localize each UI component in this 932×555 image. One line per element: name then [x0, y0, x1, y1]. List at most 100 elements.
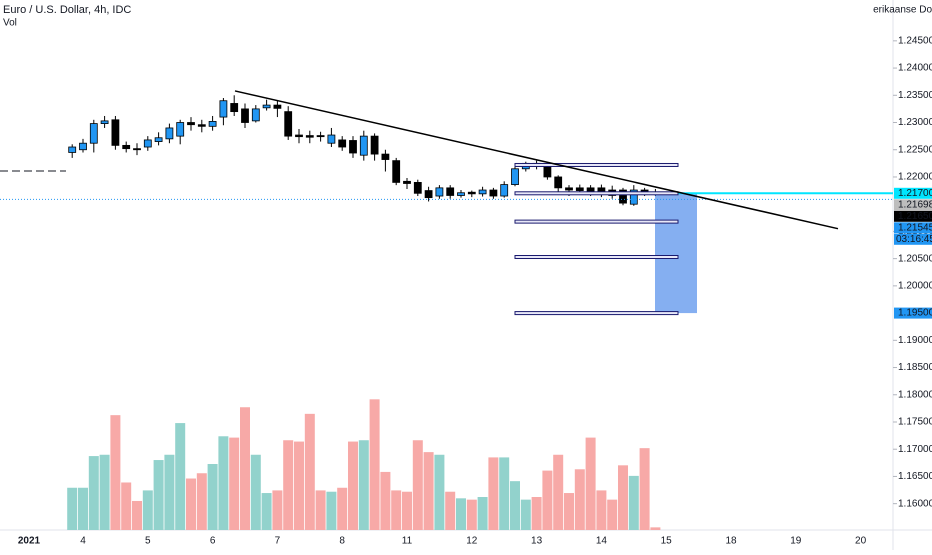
y-tick-label: 1.16500 [898, 471, 932, 482]
volume-bar [628, 475, 639, 530]
candle-body [575, 187, 584, 191]
volume-bar [499, 457, 510, 530]
candle-body [122, 144, 131, 150]
volume-bar [315, 490, 326, 530]
volume-bar [132, 500, 142, 530]
candle-body [349, 140, 357, 154]
candle-body [100, 120, 109, 125]
price-tag [894, 187, 932, 199]
candle-body [467, 191, 476, 195]
volume-bar [445, 491, 456, 530]
volume-bar [207, 464, 218, 530]
candle-body [197, 124, 206, 127]
candle-body [154, 137, 163, 142]
volume-bar [142, 490, 153, 530]
candle-body [133, 148, 141, 151]
candle-body [143, 139, 152, 148]
volume-bar [564, 493, 574, 530]
volume-bar [423, 452, 434, 530]
trend-line [234, 90, 839, 230]
candle-body [381, 153, 390, 160]
x-tick-label: 4 [80, 536, 86, 547]
candle-body [565, 187, 573, 191]
volume-bar [229, 437, 240, 530]
candle-body [273, 104, 282, 109]
volume-bar [186, 478, 196, 530]
volume-bar [585, 437, 596, 530]
volume-bar [348, 441, 358, 530]
price-tag [894, 210, 932, 222]
volume-bar [99, 454, 110, 530]
candle-body [478, 189, 487, 195]
y-tick-label: 1.18000 [898, 389, 932, 400]
candle-body [284, 111, 293, 137]
candle-body [424, 190, 433, 199]
candle-body [403, 180, 411, 184]
volume-label: Vol [3, 18, 17, 29]
y-tick-label: 1.24000 [898, 63, 932, 74]
y-tick-label: 1.22500 [898, 144, 932, 155]
y-tick-label: 1.24500 [898, 35, 932, 46]
candle-body [554, 176, 563, 189]
price-tag [894, 307, 932, 319]
volume-bar [618, 465, 628, 530]
volume-bar [434, 454, 445, 530]
y-tick-label: 1.23000 [898, 117, 932, 128]
volume-bar [153, 460, 164, 530]
level-line [514, 255, 679, 260]
volume-bar [553, 454, 564, 530]
volume-bar [337, 487, 348, 530]
volume-bar [294, 441, 304, 530]
level-line [514, 162, 679, 167]
volume-bar [358, 440, 369, 530]
volume-bar [67, 487, 78, 530]
y-tick-label: 1.22000 [898, 172, 932, 183]
x-tick-label: 14 [596, 536, 608, 547]
y-tick-label: 1.19000 [898, 335, 932, 346]
candle-body [79, 142, 87, 151]
volume-bar [412, 440, 423, 530]
volume-bar [88, 456, 99, 530]
candle-body [68, 146, 77, 153]
volume-bar [477, 497, 488, 530]
x-tick-label: 2021 [18, 536, 41, 547]
x-tick-label: 18 [725, 536, 737, 547]
candle-body [208, 121, 217, 127]
volume-bar [466, 499, 477, 530]
level-line [514, 219, 679, 224]
y-tick-label: 1.18500 [898, 362, 932, 373]
candle-body [187, 122, 195, 126]
volume-bar [402, 491, 412, 530]
level-line [514, 191, 679, 196]
x-tick-label: 11 [402, 536, 413, 547]
candle-body [511, 168, 519, 185]
volume-bar [596, 490, 607, 530]
volume-bar [650, 527, 661, 530]
candle-body [489, 189, 498, 197]
volume-bar [304, 413, 315, 530]
candle-body [446, 187, 455, 196]
volume-bar [391, 490, 402, 530]
x-tick-label: 5 [145, 536, 151, 547]
corner-text: erikaanse Do [873, 5, 932, 16]
candle-body [392, 160, 401, 183]
candle-body [262, 104, 271, 109]
y-tick-label: 1.16000 [898, 498, 932, 509]
volume-bar [250, 454, 261, 530]
candle-body [457, 192, 465, 196]
volume-bar [380, 471, 391, 530]
volume-bar [607, 499, 618, 530]
x-tick-label: 6 [210, 536, 216, 547]
volume-bar [272, 490, 283, 530]
volume-bar [78, 487, 88, 530]
volume-bar [531, 497, 542, 530]
candle-body [316, 135, 325, 138]
volume-bar [110, 415, 121, 530]
volume-bar [175, 423, 186, 530]
candle-body [230, 103, 239, 113]
candle-body [219, 100, 228, 118]
candle-body [359, 135, 368, 156]
volume-bar [520, 499, 531, 530]
y-tick-label: 1.23500 [898, 90, 932, 101]
